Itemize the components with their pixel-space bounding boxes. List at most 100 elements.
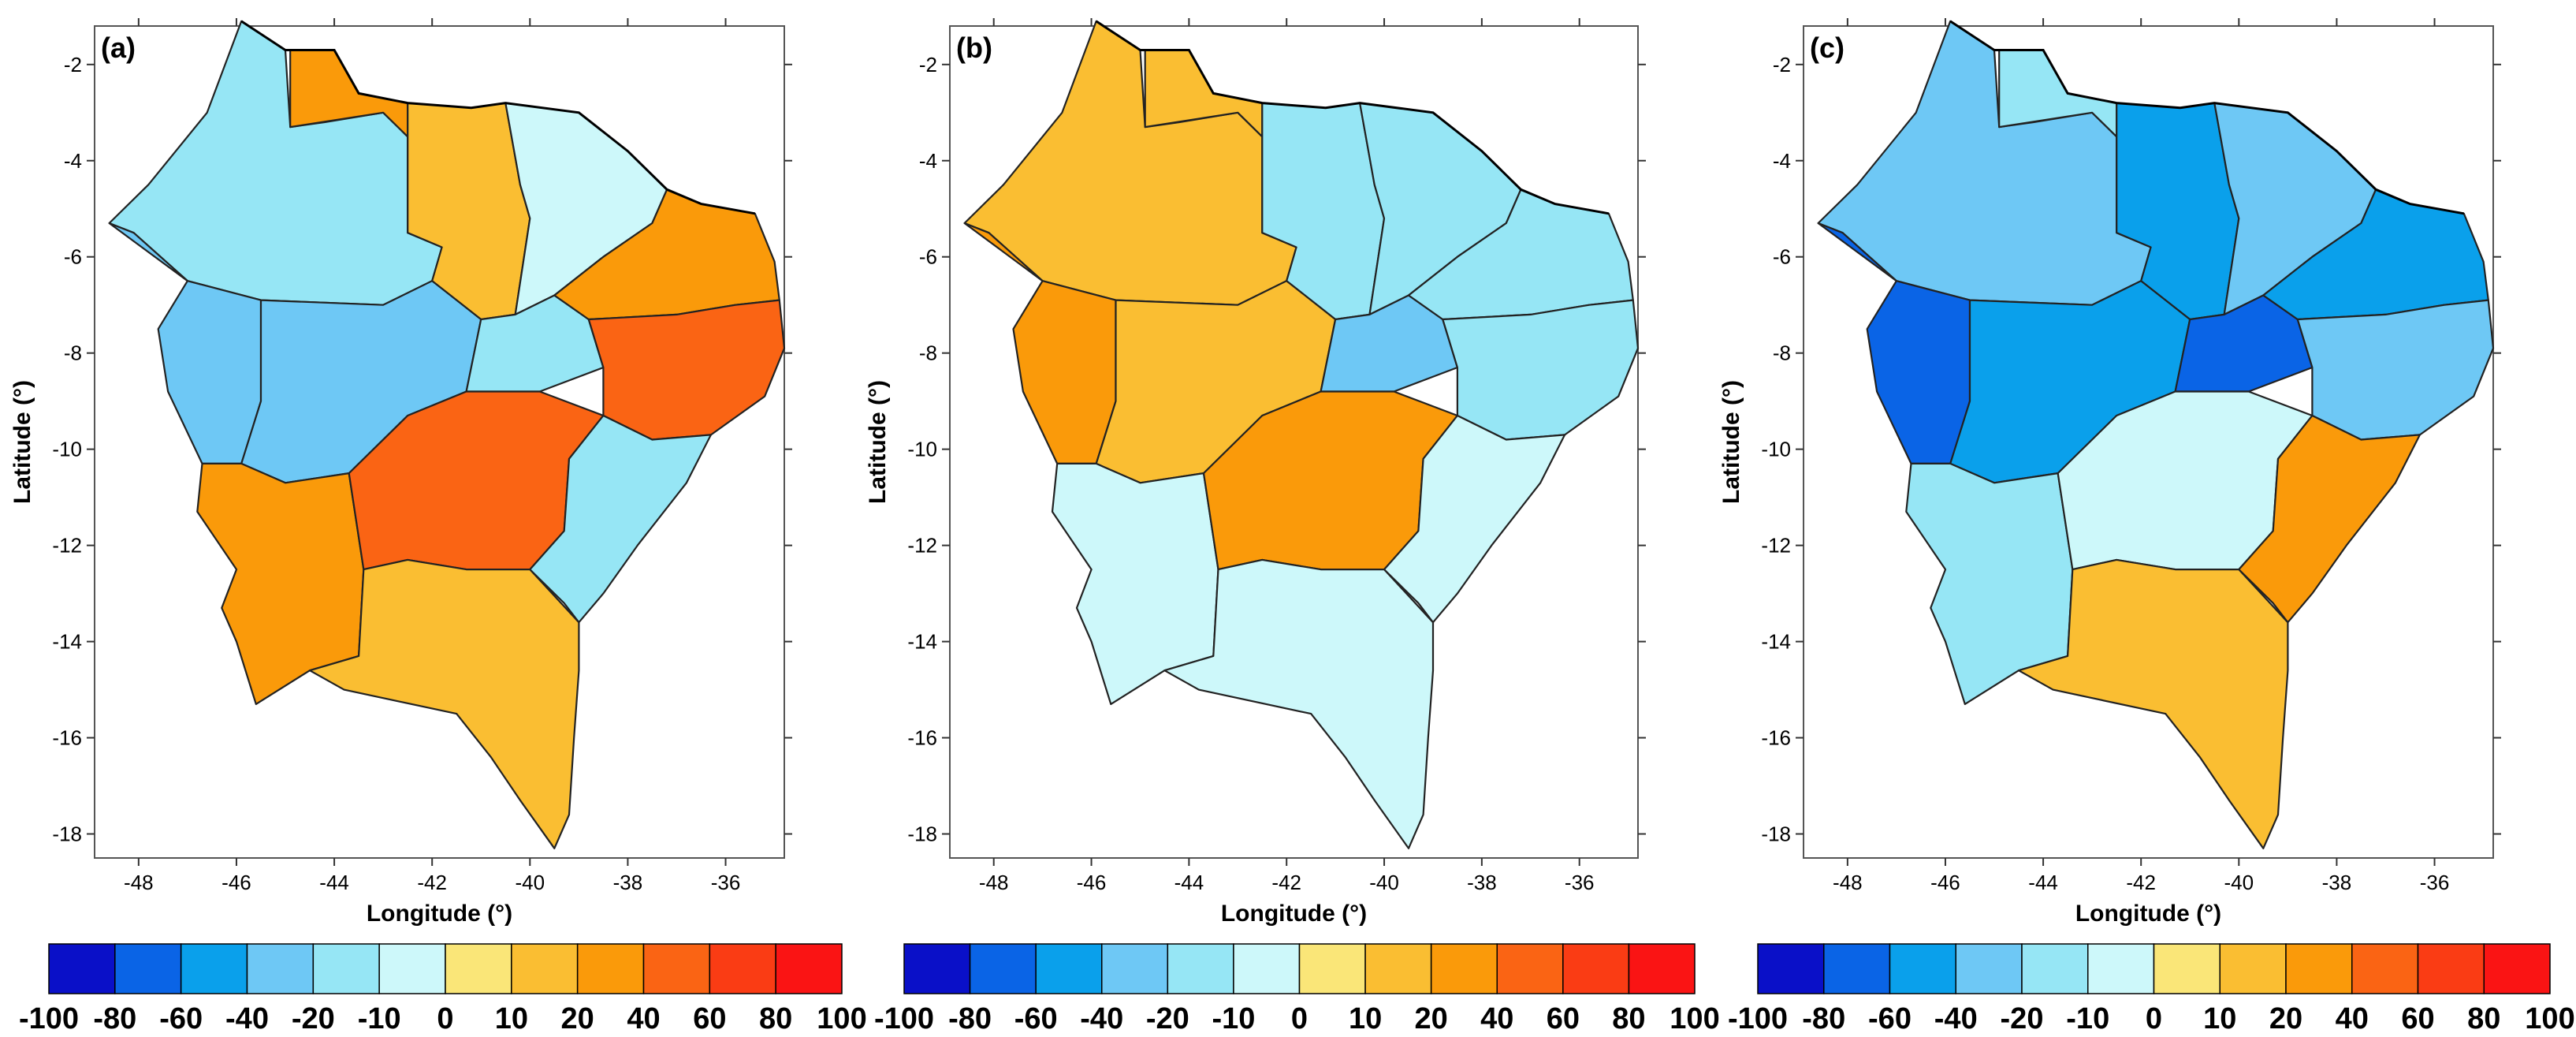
colorbar-label: -10 — [358, 1002, 401, 1035]
colorbar-swatch — [2021, 943, 2089, 994]
x-tick-label: -46 — [1930, 871, 1960, 894]
x-tick-label: -38 — [613, 871, 643, 894]
y-tick-label: -14 — [52, 630, 82, 654]
colorbar-label: -40 — [1934, 1002, 1978, 1035]
y-tick-label: -10 — [1761, 438, 1791, 461]
y-tick-label: -6 — [64, 245, 82, 269]
colorbar-label: -80 — [1802, 1002, 1845, 1035]
x-axis-label: Longitude (°) — [1221, 901, 1367, 927]
x-tick-label: -40 — [516, 871, 545, 894]
x-axis-label: Longitude (°) — [2075, 901, 2221, 927]
x-tick-label: -42 — [2126, 871, 2156, 894]
y-tick-label: -4 — [919, 149, 937, 173]
colorbar-label: 0 — [437, 1002, 453, 1035]
colorbar-label: 40 — [2336, 1002, 2369, 1035]
colorbar-swatch — [1364, 943, 1432, 994]
x-tick-label: -48 — [124, 871, 154, 894]
colorbar-label: -20 — [1146, 1002, 1189, 1035]
colorbar-swatch — [642, 943, 711, 994]
coastline — [1949, 20, 2465, 215]
x-tick-label: -40 — [2224, 871, 2254, 894]
panel-label: (c) — [1810, 32, 1845, 64]
colorbar-swatch — [378, 943, 446, 994]
colorbar-swatch — [775, 943, 843, 994]
colorbar-label: -100 — [19, 1002, 79, 1035]
region-south-east — [529, 414, 713, 624]
colorbar-label: -60 — [1014, 1002, 1058, 1035]
x-tick-label: -44 — [1174, 871, 1204, 894]
colorbar-label: 20 — [2269, 1002, 2302, 1035]
colorbar-label: 0 — [2146, 1002, 2162, 1035]
colorbar-swatch — [1823, 943, 1891, 994]
colorbar-label: 60 — [2401, 1002, 2434, 1035]
coastline — [1095, 20, 1610, 215]
x-tick-label: -46 — [221, 871, 251, 894]
y-tick-label: -2 — [919, 53, 937, 76]
colorbar-swatch — [445, 943, 512, 994]
x-tick-label: -42 — [1271, 871, 1301, 894]
colorbar-swatch — [576, 943, 645, 994]
x-tick-label: -48 — [1833, 871, 1863, 894]
x-tick-label: -44 — [2028, 871, 2058, 894]
colorbar-label: 100 — [2525, 1002, 2574, 1035]
y-tick-label: -6 — [1773, 245, 1791, 269]
colorbar-label: 100 — [1670, 1002, 1719, 1035]
colorbar-label: -80 — [948, 1002, 992, 1035]
colorbar-label: 60 — [693, 1002, 726, 1035]
region-far-south — [308, 558, 580, 849]
x-tick-label: -36 — [1565, 871, 1595, 894]
colorbar-swatch — [2219, 943, 2287, 994]
x-tick-label: -44 — [319, 871, 349, 894]
x-tick-label: -36 — [711, 871, 741, 894]
y-tick-label: -10 — [52, 438, 82, 461]
colorbar-swatch — [1628, 943, 1696, 994]
y-axis-label: Latitude (°) — [865, 380, 891, 504]
colorbar-label: 40 — [627, 1002, 660, 1035]
colorbar-swatch — [1298, 943, 1366, 994]
colorbar-swatch — [1757, 943, 1825, 994]
colorbar-label: -10 — [1212, 1002, 1255, 1035]
y-tick-label: -8 — [64, 341, 82, 365]
x-tick-label: -38 — [2322, 871, 2352, 894]
coastline — [240, 20, 756, 215]
colorbar-label: -60 — [1868, 1002, 1912, 1035]
colorbar-label: -20 — [2001, 1002, 2044, 1035]
colorbar-swatch — [1496, 943, 1564, 994]
y-tick-label: -4 — [64, 149, 82, 173]
colorbar-label: 20 — [1415, 1002, 1448, 1035]
y-tick-label: -6 — [919, 245, 937, 269]
colorbar-swatch — [312, 943, 380, 994]
colorbar-label: 80 — [1612, 1002, 1645, 1035]
colorbar-label: -100 — [874, 1002, 934, 1035]
colorbar-label: 0 — [1291, 1002, 1308, 1035]
colorbar-swatch — [48, 943, 116, 994]
colorbar-swatch — [1233, 943, 1301, 994]
colorbar-swatch — [709, 943, 776, 994]
region-east-south — [587, 299, 786, 441]
colorbar-swatch — [2483, 943, 2551, 994]
x-axis-label: Longitude (°) — [367, 901, 512, 927]
colorbar-swatch — [2417, 943, 2485, 994]
colorbar-label: -60 — [159, 1002, 203, 1035]
colorbar-swatch — [2153, 943, 2220, 994]
colorbar-swatch — [180, 943, 248, 994]
colorbar-swatch — [1955, 943, 2023, 994]
colorbar-label: 80 — [759, 1002, 792, 1035]
y-tick-label: -12 — [907, 534, 937, 558]
colorbar-swatch — [1562, 943, 1630, 994]
colorbar-swatch — [2087, 943, 2155, 994]
y-tick-label: -14 — [1761, 630, 1791, 654]
colorbar-label: 60 — [1547, 1002, 1580, 1035]
region-east-north — [1407, 188, 1634, 321]
region-south-east — [1383, 414, 1566, 624]
colorbar-swatch — [969, 943, 1037, 994]
colorbar-label: 100 — [817, 1002, 866, 1035]
y-tick-label: -14 — [907, 630, 937, 654]
y-tick-label: -12 — [1761, 534, 1791, 558]
map-panel-0: -48 -46 -44 -42 -40 -38 -36 -2 -4 -6 -8 -10 -12 -14 -1… — [9, 18, 792, 927]
y-axis-label: Latitude (°) — [9, 380, 35, 504]
y-tick-label: -16 — [1761, 726, 1791, 750]
colorbar-swatch — [903, 943, 971, 994]
x-tick-label: -40 — [1369, 871, 1399, 894]
